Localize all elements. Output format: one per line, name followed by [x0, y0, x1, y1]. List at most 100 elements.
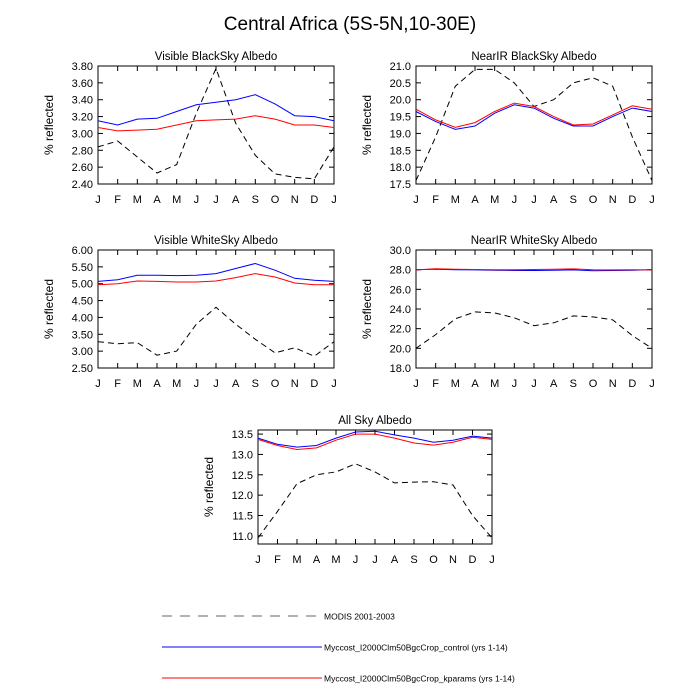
- series-line-modis: [97, 306, 335, 357]
- x-tick-label: J: [649, 194, 655, 206]
- x-tick-label: J: [531, 194, 537, 206]
- x-tick-label: F: [114, 194, 121, 206]
- x-tick-label: A: [232, 378, 240, 390]
- x-tick-label: J: [194, 194, 200, 206]
- x-tick-label: O: [589, 194, 598, 206]
- y-axis-label: % reflected: [42, 95, 56, 155]
- y-tick-label: 11.5: [232, 511, 253, 523]
- plot-frame: [415, 249, 653, 369]
- y-tick-label: 30.0: [390, 245, 411, 257]
- x-tick-label: J: [489, 554, 495, 566]
- x-tick-label: D: [310, 194, 318, 206]
- y-tick-label: 20.0: [390, 95, 411, 107]
- y-tick-label: 3.50: [72, 329, 93, 341]
- chart-title: Visible BlackSky Albedo: [155, 51, 278, 63]
- plot-frame: [415, 65, 653, 185]
- y-tick-label: 3.00: [72, 346, 93, 358]
- y-tick-label: 19.0: [390, 128, 411, 140]
- x-tick-label: J: [95, 378, 101, 390]
- x-tick-label: A: [153, 194, 161, 206]
- x-tick-label: O: [589, 378, 598, 390]
- y-tick-label: 5.50: [72, 262, 93, 274]
- x-tick-label: M: [133, 378, 142, 390]
- x-tick-label: J: [353, 554, 359, 566]
- x-tick-label: N: [609, 378, 617, 390]
- chart-title: NearIR BlackSky Albedo: [471, 51, 596, 63]
- series-line-modis: [257, 463, 493, 539]
- x-tick-label: M: [172, 194, 181, 206]
- y-tick-label: 20.5: [390, 78, 411, 90]
- x-tick-label: A: [391, 554, 399, 566]
- y-tick-label: 3.00: [72, 128, 93, 140]
- y-tick-label: 24.0: [390, 304, 411, 316]
- y-tick-label: 2.80: [72, 145, 93, 157]
- legend-label-control: Myccost_I2000Clm50BgcCrop_control (yrs 1…: [324, 643, 508, 653]
- y-tick-label: 11.0: [232, 531, 253, 543]
- x-tick-label: J: [372, 554, 378, 566]
- y-tick-label: 20.0: [390, 343, 411, 355]
- x-tick-label: J: [512, 194, 518, 206]
- y-tick-label: 13.0: [232, 449, 253, 461]
- y-axis-label: % reflected: [202, 457, 216, 517]
- plot-frame: [257, 429, 493, 545]
- y-axis-label: % reflected: [360, 95, 374, 155]
- y-tick-label: 3.40: [72, 95, 93, 107]
- x-tick-label: F: [432, 378, 439, 390]
- series-line-control: [415, 104, 653, 130]
- x-tick-label: J: [649, 378, 655, 390]
- y-tick-label: 2.50: [72, 363, 93, 375]
- x-tick-label: D: [310, 378, 318, 390]
- x-tick-label: J: [331, 194, 337, 206]
- y-tick-label: 22.0: [390, 324, 411, 336]
- x-tick-label: A: [471, 378, 479, 390]
- figure-title: Central Africa (5S-5N,10-30E): [223, 14, 477, 35]
- y-tick-label: 18.0: [390, 363, 411, 375]
- plot-frame: [97, 249, 335, 369]
- y-tick-label: 5.00: [72, 279, 93, 291]
- y-tick-label: 3.20: [72, 112, 93, 124]
- x-tick-label: J: [213, 194, 219, 206]
- y-tick-label: 17.5: [390, 179, 411, 191]
- x-tick-label: S: [570, 194, 577, 206]
- y-tick-label: 3.60: [72, 78, 93, 90]
- x-tick-label: M: [292, 554, 301, 566]
- y-tick-label: 12.5: [232, 470, 253, 482]
- y-tick-label: 13.5: [232, 429, 253, 441]
- x-tick-label: S: [252, 194, 259, 206]
- x-tick-label: M: [490, 378, 499, 390]
- y-axis-label: % reflected: [42, 279, 56, 339]
- x-tick-label: J: [531, 378, 537, 390]
- y-tick-label: 4.50: [72, 296, 93, 308]
- series-line-kparams: [97, 273, 334, 286]
- x-tick-label: A: [550, 194, 558, 206]
- x-tick-label: N: [449, 554, 457, 566]
- y-tick-label: 28.0: [390, 265, 411, 277]
- series-line-control: [97, 94, 335, 126]
- y-tick-label: 2.60: [72, 162, 93, 174]
- y-tick-label: 18.5: [390, 145, 411, 157]
- x-tick-label: J: [413, 194, 419, 206]
- y-tick-label: 4.00: [72, 312, 93, 324]
- x-tick-label: M: [172, 378, 181, 390]
- y-tick-label: 26.0: [390, 284, 411, 296]
- series-line-control: [257, 430, 493, 448]
- y-tick-label: 2.40: [72, 179, 93, 191]
- x-tick-label: N: [291, 378, 299, 390]
- x-tick-label: S: [410, 554, 417, 566]
- x-tick-label: J: [331, 378, 337, 390]
- x-tick-label: O: [271, 194, 280, 206]
- y-tick-label: 6.00: [72, 245, 93, 257]
- x-tick-label: A: [471, 194, 479, 206]
- legend-label-kparams: Myccost_I2000Clm50BgcCrop_kparams (yrs 1…: [324, 674, 515, 684]
- x-tick-label: N: [291, 194, 299, 206]
- x-tick-label: J: [413, 378, 419, 390]
- y-tick-label: 12.0: [232, 490, 253, 502]
- x-tick-label: A: [313, 554, 321, 566]
- x-tick-label: J: [213, 378, 219, 390]
- x-tick-label: J: [194, 378, 200, 390]
- x-tick-label: O: [429, 554, 438, 566]
- x-tick-label: M: [490, 194, 499, 206]
